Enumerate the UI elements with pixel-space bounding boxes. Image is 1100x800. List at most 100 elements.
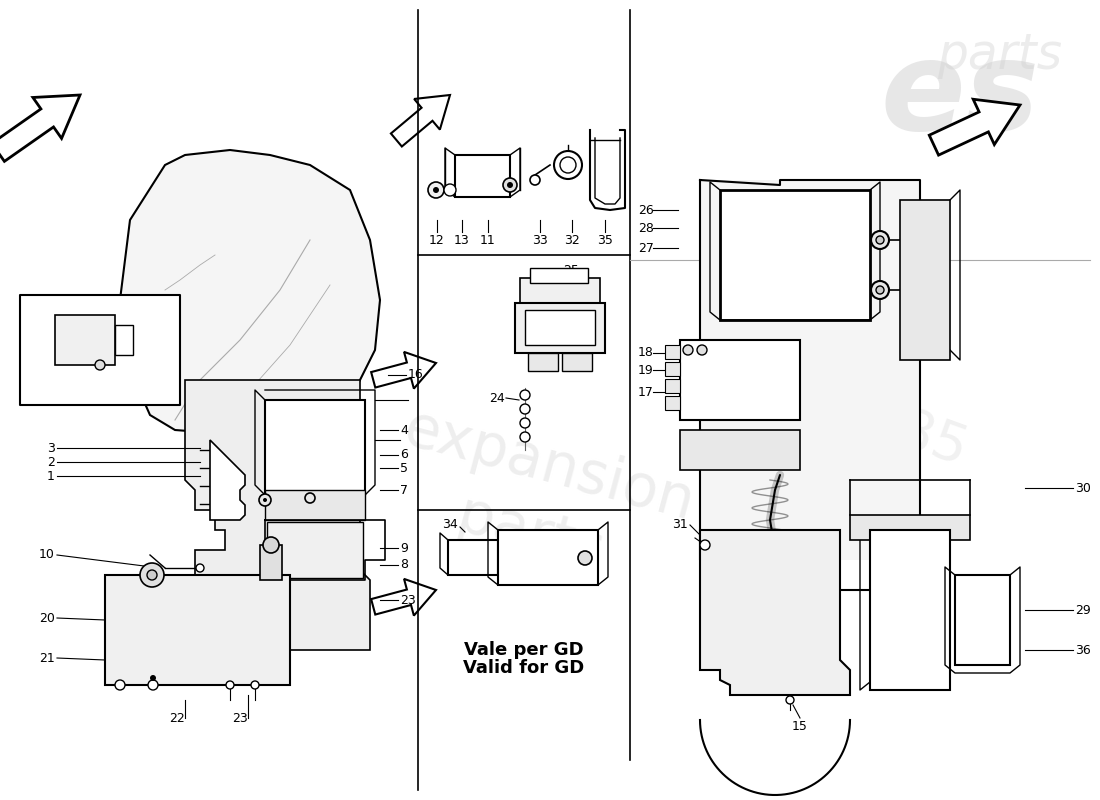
Circle shape (520, 404, 530, 414)
Text: 31: 31 (672, 518, 688, 531)
Bar (850, 515, 970, 540)
Bar (455, 155, 510, 197)
Text: expansion
parts: expansion parts (379, 400, 701, 600)
Text: 2: 2 (47, 455, 55, 469)
Text: 34: 34 (442, 518, 458, 531)
Bar (562, 353, 592, 371)
Bar (265, 400, 365, 495)
Bar (260, 545, 282, 580)
Polygon shape (210, 440, 245, 520)
Circle shape (433, 187, 439, 193)
Circle shape (503, 178, 517, 192)
Bar (265, 490, 365, 520)
Text: Valid for GD: Valid for GD (463, 659, 584, 677)
Bar (20, 295, 180, 405)
Bar (116, 325, 133, 355)
Bar (700, 180, 920, 560)
Polygon shape (371, 579, 436, 615)
Bar (55, 315, 116, 365)
Text: 23: 23 (400, 594, 416, 606)
Polygon shape (390, 95, 450, 146)
Text: 4: 4 (400, 423, 408, 437)
Circle shape (196, 564, 204, 572)
Text: 10: 10 (40, 549, 55, 562)
Circle shape (876, 286, 884, 294)
Text: 36: 36 (1075, 643, 1091, 657)
Circle shape (578, 551, 592, 565)
Text: 21: 21 (40, 651, 55, 665)
Text: 22: 22 (169, 711, 185, 725)
Polygon shape (371, 352, 436, 389)
Text: 35: 35 (597, 234, 613, 246)
Circle shape (226, 681, 234, 689)
Circle shape (520, 418, 530, 428)
Bar (666, 345, 680, 359)
Bar (528, 353, 558, 371)
Circle shape (507, 182, 513, 188)
Circle shape (554, 151, 582, 179)
Text: 12: 12 (429, 234, 444, 246)
Bar (666, 379, 680, 393)
Text: es: es (880, 34, 1040, 155)
Circle shape (147, 570, 157, 580)
Circle shape (683, 345, 693, 355)
Text: 17: 17 (638, 386, 653, 398)
Bar (666, 396, 680, 410)
Bar (525, 310, 595, 345)
Circle shape (520, 390, 530, 400)
Circle shape (258, 494, 271, 506)
Text: 23: 23 (232, 711, 248, 725)
Bar (448, 540, 498, 575)
Polygon shape (700, 530, 850, 695)
Bar (666, 362, 680, 376)
Bar (680, 430, 800, 470)
Text: 27: 27 (638, 242, 653, 254)
Text: 18: 18 (638, 346, 653, 359)
Text: 6: 6 (400, 449, 408, 462)
Bar (530, 268, 588, 283)
Text: 9: 9 (400, 542, 408, 554)
Circle shape (871, 281, 889, 299)
Text: 25: 25 (563, 263, 579, 277)
Text: 5: 5 (400, 462, 408, 474)
Text: 1: 1 (47, 470, 55, 482)
Text: 33: 33 (532, 234, 548, 246)
Circle shape (150, 675, 156, 681)
Text: 16: 16 (408, 369, 424, 382)
Bar (955, 575, 1010, 665)
Text: 13: 13 (454, 234, 470, 246)
Polygon shape (930, 99, 1020, 155)
Circle shape (697, 345, 707, 355)
Text: 3: 3 (47, 442, 55, 454)
Polygon shape (185, 380, 370, 650)
Text: 14: 14 (110, 382, 125, 394)
Circle shape (428, 182, 444, 198)
Bar (515, 303, 605, 353)
Bar (680, 340, 800, 420)
Text: 28: 28 (638, 222, 653, 234)
Text: Vale per GD: Vale per GD (464, 641, 584, 659)
Text: 26: 26 (638, 203, 653, 217)
Circle shape (95, 360, 104, 370)
Circle shape (251, 681, 258, 689)
Bar (498, 530, 598, 585)
Text: 1985: 1985 (825, 381, 976, 479)
Bar (870, 530, 950, 690)
Text: 24: 24 (490, 391, 505, 405)
Bar (720, 190, 870, 320)
Polygon shape (120, 150, 380, 435)
Circle shape (876, 236, 884, 244)
Circle shape (263, 498, 267, 502)
Circle shape (786, 696, 794, 704)
Circle shape (700, 540, 710, 550)
Circle shape (140, 563, 164, 587)
Polygon shape (0, 95, 80, 162)
Text: 11: 11 (480, 234, 496, 246)
Circle shape (305, 493, 315, 503)
Text: 15: 15 (792, 720, 807, 733)
Circle shape (560, 157, 576, 173)
Bar (520, 278, 600, 303)
Bar (267, 522, 363, 578)
Text: parts: parts (937, 31, 1063, 79)
Circle shape (871, 231, 889, 249)
